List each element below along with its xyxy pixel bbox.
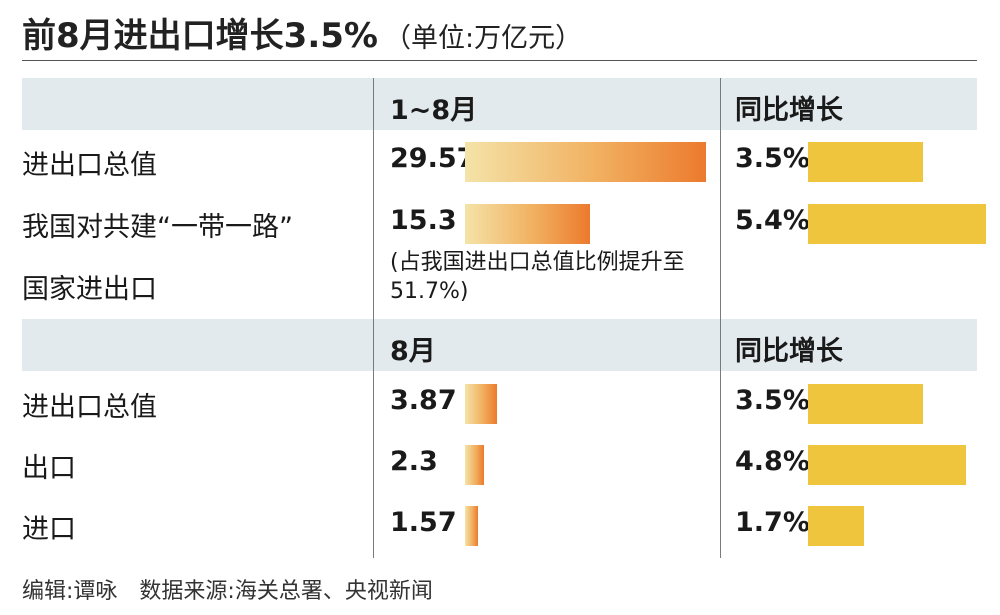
growth-bar-import <box>808 506 865 546</box>
title-text: 前8月进出口增长3.5% <box>22 16 378 56</box>
unit-label: （单位:万亿元） <box>383 23 583 54</box>
value-label-total-aug: 3.87 <box>390 385 457 416</box>
growth-header-1: 同比增长 <box>735 95 843 126</box>
growth-label-import: 1.7% <box>735 507 810 538</box>
value-label-belt-road: 15.3 <box>390 205 457 236</box>
growth-label-export: 4.8% <box>735 446 810 477</box>
row-label-import: 进口 <box>22 514 76 545</box>
title-rule <box>22 60 977 61</box>
source-credit: 数据来源:海关总署、央视新闻 <box>139 579 433 604</box>
value-bar-total-aug <box>465 384 497 424</box>
growth-bar-total-jan-aug <box>808 142 924 182</box>
value-label-export: 2.3 <box>390 446 438 477</box>
editor-credit: 编辑:谭咏 <box>22 579 118 604</box>
growth-header-2: 同比增长 <box>735 336 843 367</box>
value-bar-belt-road <box>465 204 590 244</box>
row-label-export: 出口 <box>22 453 76 484</box>
row-label-total-aug: 进出口总值 <box>22 392 157 423</box>
growth-bar-belt-road <box>808 204 986 244</box>
value-bar-export <box>465 445 484 485</box>
value-label-import: 1.57 <box>390 507 457 538</box>
column-divider-right <box>720 78 721 558</box>
share-note: (占我国进出口总值比例提升至51.7%) <box>390 250 685 304</box>
growth-bar-export <box>808 445 967 485</box>
header-band-2 <box>22 319 977 371</box>
period-header-aug: 8月 <box>390 336 436 367</box>
growth-label-belt-road: 5.4% <box>735 205 810 236</box>
growth-label-total-aug: 3.5% <box>735 385 810 416</box>
row-label-belt-road-line2: 国家进出口 <box>22 274 157 305</box>
row-label-total-jan-aug: 进出口总值 <box>22 150 157 181</box>
footer: 编辑:谭咏 数据来源:海关总署、央视新闻 <box>22 573 433 605</box>
value-bar-import <box>465 506 478 546</box>
value-label-total-jan-aug: 29.57 <box>390 143 476 174</box>
growth-label-total-jan-aug: 3.5% <box>735 143 810 174</box>
header-band-1 <box>22 78 977 130</box>
growth-bar-total-aug <box>808 384 924 424</box>
chart-title: 前8月进出口增长3.5% （单位:万亿元） <box>22 8 582 57</box>
period-header-jan-aug: 1~8月 <box>390 95 478 126</box>
value-bar-total-jan-aug <box>465 142 706 182</box>
column-divider-left <box>373 78 374 558</box>
row-label-belt-road-line1: 我国对共建“一带一路” <box>22 212 293 243</box>
